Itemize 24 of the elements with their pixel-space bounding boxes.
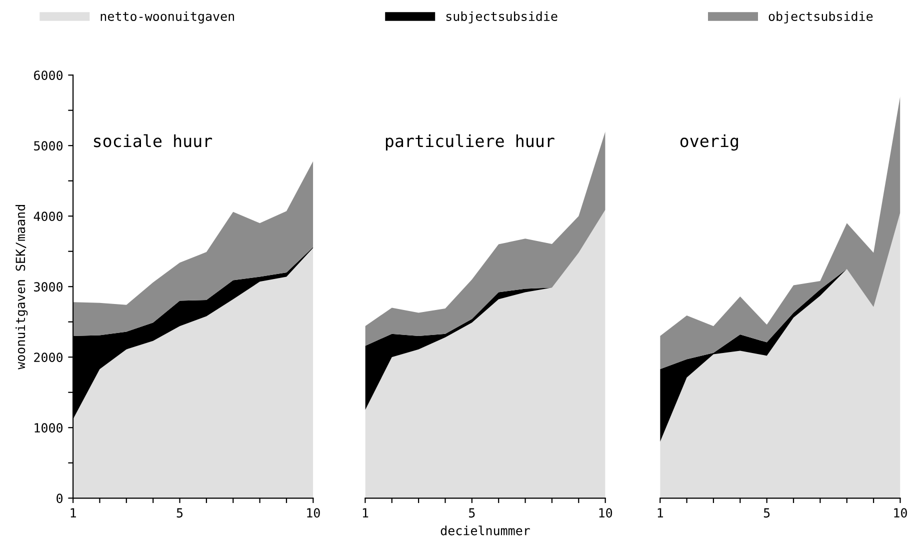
x-tick-label: 10 — [599, 508, 612, 518]
x-tick-label: 10 — [307, 508, 320, 518]
x-tick-label: 5 — [764, 508, 770, 518]
x-tick-label: 1 — [362, 508, 368, 518]
y-axis-title: woonuitgaven SEK/maand — [15, 204, 28, 370]
legend-label: subjectsubsidie — [446, 11, 558, 24]
legend-label: objectsubsidie — [768, 11, 873, 24]
y-tick-label: 6000 — [34, 70, 63, 80]
x-tick-label: 10 — [894, 508, 907, 518]
x-tick-label: 1 — [70, 508, 76, 518]
x-axis-title: decielnummer — [440, 526, 530, 536]
y-tick-label: 2000 — [34, 352, 63, 362]
text: overig — [680, 134, 738, 151]
y-tick-label: 5000 — [34, 141, 63, 151]
legend-label: netto-woonuitgaven — [100, 11, 234, 24]
x-tick-label: 5 — [176, 508, 183, 518]
y-tick-label: 4000 — [34, 212, 63, 222]
y-tick-label: 3000 — [34, 282, 63, 292]
x-tick-label: 5 — [469, 508, 475, 518]
x-tick-label: 1 — [658, 508, 664, 518]
y-tick-label: 0 — [56, 494, 63, 504]
y-tick-label: 1000 — [34, 423, 63, 433]
text: particuliere huur — [386, 134, 554, 150]
text: sociale huur — [94, 134, 212, 148]
